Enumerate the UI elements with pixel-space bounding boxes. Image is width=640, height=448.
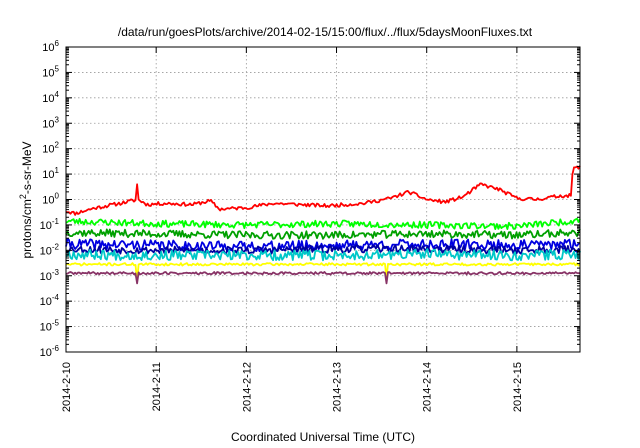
y-tick-label: 10-2 [40, 242, 60, 257]
x-tick-label: 2014-2-12 [241, 362, 253, 412]
y-tick-exponent: -5 [52, 319, 60, 328]
x-tick-label: 2014-2-14 [422, 362, 434, 412]
chart-title: /data/run/goesPlots/archive/2014-02-15/1… [118, 25, 533, 39]
y-tick-label: 100 [42, 192, 59, 207]
series-line-7 [65, 262, 581, 282]
y-tick-exponent: -1 [52, 217, 60, 226]
y-tick-base: 10 [42, 93, 54, 105]
y-axis-tick-labels: 10-610-510-410-310-210-11001011021031041… [40, 39, 60, 359]
y-tick-exponent: -2 [52, 242, 60, 251]
axis-ticks [65, 46, 580, 353]
y-tick-exponent: 5 [55, 64, 60, 73]
series-line-6 [65, 248, 581, 262]
y-axis-label-part-1: protons/cm [20, 199, 34, 258]
x-tick-label: 2014-2-11 [151, 362, 163, 411]
y-tick-label: 10-5 [40, 319, 60, 334]
series-layer [65, 165, 581, 285]
y-tick-base: 10 [42, 195, 54, 207]
y-tick-base: 10 [42, 144, 54, 156]
y-tick-base: 10 [40, 296, 52, 308]
series-line-8 [65, 270, 580, 285]
y-tick-base: 10 [42, 169, 54, 181]
y-tick-exponent: 2 [55, 141, 60, 150]
y-tick-label: 102 [42, 141, 59, 156]
x-tick-label: 2014-2-15 [512, 362, 524, 412]
x-axis-label: Coordinated Universal Time (UTC) [231, 430, 415, 444]
y-tick-base: 10 [42, 118, 54, 130]
y-tick-exponent: -3 [52, 268, 60, 277]
y-tick-label: 10-6 [40, 344, 60, 359]
y-tick-exponent: 3 [55, 115, 60, 124]
y-tick-label: 101 [42, 166, 59, 181]
y-axis-label-exponent: 2 [18, 194, 28, 199]
y-tick-label: 106 [42, 39, 59, 54]
y-tick-label: 105 [42, 64, 59, 79]
y-tick-exponent: -6 [52, 344, 60, 353]
series-line-4 [65, 237, 581, 253]
y-tick-base: 10 [40, 347, 52, 359]
y-tick-label: 10-1 [40, 217, 60, 232]
y-tick-base: 10 [42, 67, 54, 79]
y-tick-exponent: 0 [55, 192, 60, 201]
x-tick-label: 2014-2-13 [332, 362, 344, 412]
y-tick-exponent: 6 [55, 39, 60, 48]
x-axis-tick-labels: 2014-2-10 2014-2-11 2014-2-12 2014-2-13 2014… [61, 362, 524, 412]
y-tick-exponent: -4 [52, 293, 60, 302]
y-axis-label: protons/cm2-s-sr-MeV [18, 141, 34, 258]
series-line-3 [65, 228, 581, 240]
y-tick-label: 103 [42, 115, 59, 130]
y-tick-label: 104 [42, 90, 59, 105]
y-axis-label-part-2: -s-sr-MeV [20, 141, 34, 194]
grid [66, 47, 580, 352]
y-tick-base: 10 [40, 220, 52, 232]
y-tick-base: 10 [40, 322, 52, 334]
y-tick-base: 10 [40, 245, 52, 257]
x-tick-label: 2014-2-10 [61, 362, 73, 412]
y-tick-exponent: 1 [55, 166, 60, 175]
y-tick-label: 10-4 [40, 293, 60, 308]
series-line-2 [65, 217, 581, 231]
y-tick-base: 10 [42, 42, 54, 54]
series-line-1 [65, 165, 581, 216]
y-tick-label: 10-3 [40, 268, 60, 283]
y-tick-exponent: 4 [55, 90, 60, 99]
y-tick-base: 10 [40, 271, 52, 283]
